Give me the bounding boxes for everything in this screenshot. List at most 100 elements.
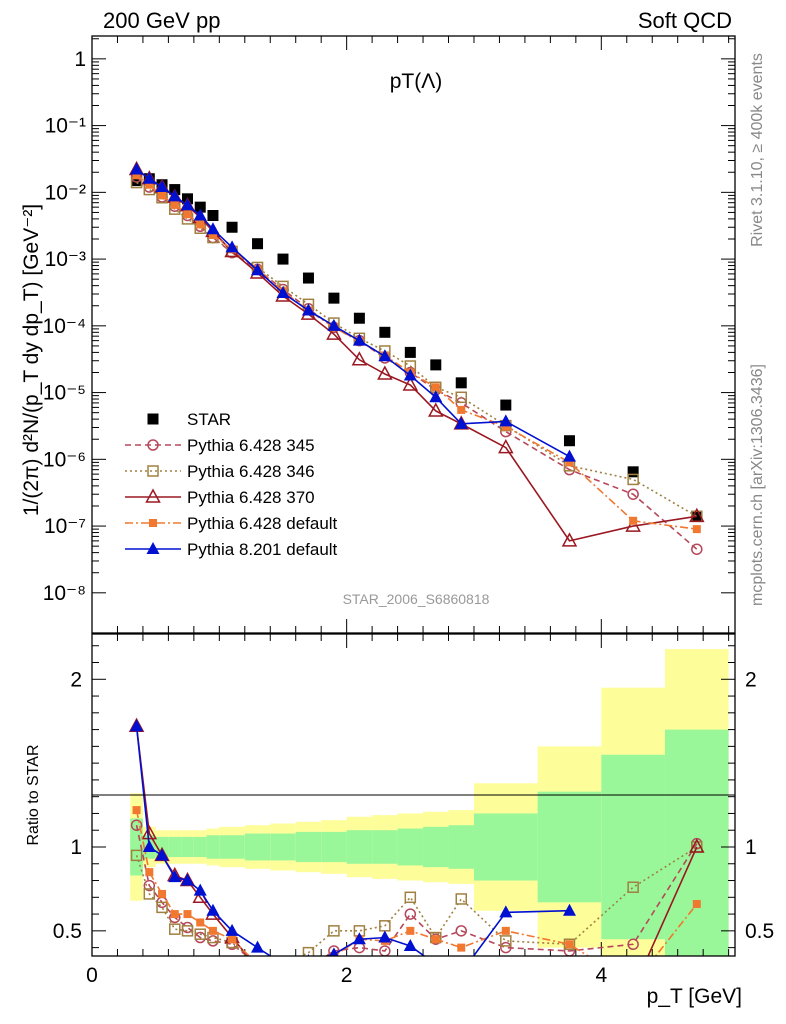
- ratio-stat-band: [537, 791, 602, 903]
- ratio-data-point: [692, 900, 701, 909]
- ratio-y-tick-label: 1: [70, 836, 82, 859]
- main-title: pT(Λ): [390, 70, 443, 93]
- ratio-stat-band: [423, 826, 449, 868]
- legend-marker: [149, 519, 157, 527]
- data-point: [183, 210, 192, 219]
- ratio-data-point: [276, 957, 289, 969]
- ratio-data-point: [328, 925, 340, 937]
- data-point: [429, 390, 443, 403]
- legend-item: Pythia 8.201 default: [125, 540, 338, 559]
- data-point: [132, 171, 141, 180]
- ratio-stat-band: [270, 833, 296, 861]
- data-point: [691, 543, 703, 555]
- data-point: [327, 318, 341, 331]
- ratio-data-point: [143, 888, 156, 900]
- data-point: [158, 191, 167, 200]
- ratio-data-point: [378, 967, 391, 979]
- ratio-data-point: [168, 870, 182, 883]
- ratio-data-point: [158, 889, 167, 898]
- data-point: [145, 180, 154, 189]
- data-point: [431, 383, 440, 392]
- ratio-data-point: [353, 966, 366, 978]
- main-y-tick-label: 10⁻⁵: [43, 382, 86, 405]
- ratio-stat-band: [219, 835, 245, 859]
- ratio-data-point: [251, 961, 264, 973]
- ratio-data-point: [181, 925, 194, 937]
- ratio-data-point: [225, 923, 239, 936]
- rivet-side-label: Rivet 3.1.10, ≥ 400k events: [749, 53, 766, 247]
- legend-item: Pythia 6.428 345: [125, 436, 315, 455]
- ratio-data-point: [254, 960, 262, 968]
- ratio-data-point: [431, 935, 440, 944]
- series-line: [136, 174, 697, 530]
- ratio-y-tick-label-right: 1: [745, 836, 757, 859]
- ratio-data-point: [155, 848, 169, 861]
- data-point: [404, 346, 416, 358]
- ratio-data-point: [279, 960, 287, 968]
- legend-label: Pythia 6.428 default: [187, 514, 338, 533]
- ratio-data-point: [627, 983, 640, 995]
- ratio-uncertainty-bands: [130, 649, 729, 956]
- data-point: [498, 438, 514, 454]
- x-tick-label: 4: [595, 964, 607, 987]
- ratio-y-axis-label: Ratio to STAR: [25, 744, 42, 845]
- ratio-y-tick-label-right: 2: [745, 668, 757, 691]
- ratio-data-point: [500, 941, 512, 954]
- data-point: [627, 466, 639, 478]
- data-point: [252, 238, 264, 250]
- ratio-data-point: [170, 910, 179, 919]
- data-point: [403, 368, 417, 381]
- ratio-data-point: [455, 966, 468, 978]
- data-point: [454, 416, 468, 429]
- ratio-series-group: [128, 717, 705, 1015]
- ratio-data-point: [302, 966, 315, 978]
- main-y-tick-label: 10⁻¹: [45, 115, 86, 138]
- series-5: [130, 162, 576, 462]
- ratio-data-point: [193, 883, 207, 896]
- ratio-data-point: [410, 955, 411, 956]
- ratio-stat-band: [168, 836, 182, 858]
- ratio-y-tick-label-right: 0.5: [745, 920, 774, 943]
- x-tick-label: 2: [341, 964, 353, 987]
- ratio-data-point: [404, 908, 417, 920]
- data-point: [625, 517, 641, 532]
- data-point: [302, 272, 314, 284]
- data-point: [226, 221, 238, 233]
- data-point: [379, 326, 391, 338]
- main-y-tick-label: 10⁻⁶: [43, 448, 86, 471]
- data-point: [196, 220, 205, 229]
- ratio-y-tick-label: 2: [70, 668, 82, 691]
- ratio-data-point: [563, 1003, 576, 1015]
- data-point: [627, 488, 639, 500]
- ratio-axis-ticks: 0.5 0.5 1 1 2 2 0 2 4: [53, 634, 774, 987]
- data-point: [351, 351, 368, 366]
- data-point: [455, 391, 467, 404]
- ratio-data-point: [156, 901, 168, 914]
- data-point: [208, 230, 217, 239]
- data-point: [629, 516, 638, 525]
- ratio-data-point: [169, 923, 181, 935]
- ratio-data-point: [228, 935, 237, 944]
- ratio-data-point: [208, 926, 217, 935]
- ratio-data-point: [455, 967, 468, 979]
- ratio-data-point: [251, 940, 265, 953]
- x-axis-label: p_T [GeV]: [647, 985, 742, 1008]
- data-point: [155, 180, 169, 193]
- data-point: [193, 208, 207, 221]
- ratio-data-point: [499, 905, 513, 918]
- ratio-y-tick-label: 0.5: [53, 920, 82, 943]
- ratio-data-point: [141, 824, 158, 840]
- ratio-stat-band: [346, 830, 373, 864]
- data-point: [276, 286, 290, 299]
- ratio-data-point: [429, 974, 442, 986]
- data-point: [561, 532, 578, 547]
- legend-label: STAR: [187, 410, 231, 429]
- ratio-data-point: [352, 932, 366, 945]
- url-side-label: mcplots.cern.ch [arXiv:1306.3436]: [749, 364, 766, 606]
- legend-marker: [147, 465, 159, 477]
- data-point: [562, 449, 576, 462]
- ratio-stat-band: [181, 836, 194, 858]
- ratio-series-line: [135, 825, 698, 956]
- data-point: [563, 435, 575, 447]
- ratio-data-point: [457, 943, 466, 952]
